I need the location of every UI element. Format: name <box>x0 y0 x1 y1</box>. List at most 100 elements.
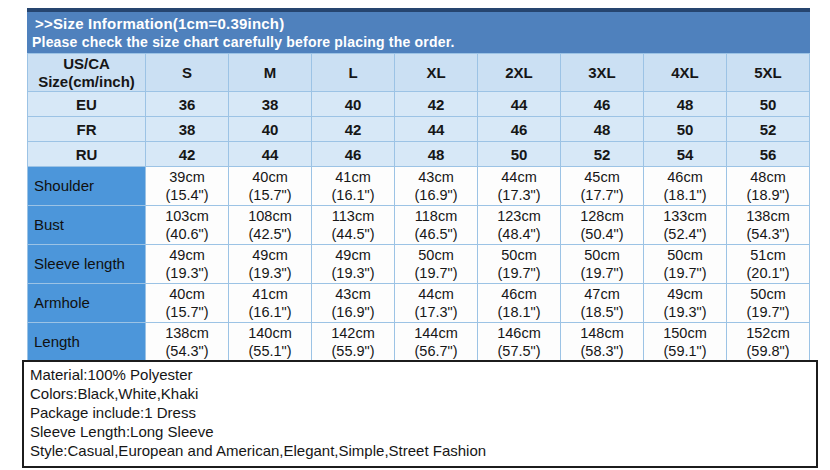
measurement-value-cell: 138cm(54.3") <box>727 206 810 245</box>
value-inch: (58.3") <box>561 342 643 360</box>
region-row-ru: RU4244464850525456 <box>28 142 810 167</box>
value-cm: 128cm <box>561 207 643 225</box>
measurement-value-cell: 49cm(19.3") <box>229 245 312 284</box>
measurement-label-cell: Armhole <box>28 284 146 323</box>
measurement-value-cell: 47cm(18.5") <box>561 284 644 323</box>
measurement-value-cell: 50cm(19.7") <box>727 284 810 323</box>
value-inch: (17.3") <box>478 186 560 204</box>
value-cm: 44cm <box>395 285 477 303</box>
corner-label-line2: Size(cm/inch) <box>28 73 145 90</box>
measurement-value-cell: 50cm(19.7") <box>395 245 478 284</box>
region-value-cell: 50 <box>644 117 727 142</box>
value-cm: 44cm <box>478 168 560 186</box>
value-inch: (16.1") <box>312 186 394 204</box>
value-cm: 46cm <box>478 285 560 303</box>
product-info-line: Style:Casual,European and American,Elega… <box>30 441 810 460</box>
banner-title: >>Size Information(1cm=0.39inch) <box>27 12 810 32</box>
value-cm: 46cm <box>644 168 726 186</box>
measurement-value-cell: 50cm(19.7") <box>561 245 644 284</box>
product-info-line: Sleeve Length:Long Sleeve <box>30 422 810 441</box>
value-cm: 51cm <box>727 246 809 264</box>
value-inch: (15.7") <box>229 186 311 204</box>
measurement-value-cell: 39cm(15.4") <box>146 167 229 206</box>
value-inch: (19.3") <box>312 264 394 282</box>
region-row-eu: EU3638404244464850 <box>28 92 810 117</box>
measurement-value-cell: 50cm(19.7") <box>644 245 727 284</box>
measurement-value-cell: 148cm(58.3") <box>561 323 644 363</box>
banner-subtitle: Please check the size chart carefully be… <box>27 32 810 50</box>
measurement-value-cell: 138cm(54.3") <box>146 323 229 363</box>
region-value-cell: 46 <box>312 142 395 167</box>
value-cm: 152cm <box>727 324 809 342</box>
value-cm: 142cm <box>312 324 394 342</box>
value-inch: (18.9") <box>727 186 809 204</box>
value-inch: (20.1") <box>727 264 809 282</box>
measurement-row-sleeve-length: Sleeve length49cm(19.3")49cm(19.3")49cm(… <box>28 245 810 284</box>
value-cm: 41cm <box>312 168 394 186</box>
value-cm: 40cm <box>229 168 311 186</box>
value-cm: 40cm <box>146 285 228 303</box>
measurement-value-cell: 128cm(50.4") <box>561 206 644 245</box>
value-inch: (54.3") <box>146 342 228 360</box>
value-inch: (19.3") <box>229 264 311 282</box>
product-info-line: Package include:1 Dress <box>30 403 810 422</box>
region-value-cell: 56 <box>727 142 810 167</box>
value-inch: (17.3") <box>395 303 477 321</box>
region-label-cell: RU <box>28 142 146 167</box>
value-cm: 108cm <box>229 207 311 225</box>
region-value-cell: 50 <box>727 92 810 117</box>
value-cm: 133cm <box>644 207 726 225</box>
size-chart-table: US/CASize(cm/inch)SMLXL2XL3XL4XL5XLEU363… <box>27 53 810 363</box>
value-cm: 47cm <box>561 285 643 303</box>
measurement-row-armhole: Armhole40cm(15.7")41cm(16.1")43cm(16.9")… <box>28 284 810 323</box>
value-inch: (15.4") <box>146 186 228 204</box>
value-inch: (44.5") <box>312 225 394 243</box>
value-cm: 39cm <box>146 168 228 186</box>
value-inch: (19.3") <box>644 303 726 321</box>
value-inch: (16.9") <box>312 303 394 321</box>
corner-header-cell: US/CASize(cm/inch) <box>28 54 146 92</box>
value-inch: (19.7") <box>395 264 477 282</box>
measurement-row-shoulder: Shoulder39cm(15.4")40cm(15.7")41cm(16.1"… <box>28 167 810 206</box>
value-cm: 138cm <box>146 324 228 342</box>
value-cm: 146cm <box>478 324 560 342</box>
region-value-cell: 46 <box>478 117 561 142</box>
measurement-value-cell: 40cm(15.7") <box>146 284 229 323</box>
value-cm: 49cm <box>644 285 726 303</box>
measurement-row-bust: Bust103cm(40.6")108cm(42.5")113cm(44.5")… <box>28 206 810 245</box>
measurement-value-cell: 46cm(18.1") <box>478 284 561 323</box>
size-header-cell: M <box>229 54 312 92</box>
value-cm: 103cm <box>146 207 228 225</box>
region-value-cell: 42 <box>146 142 229 167</box>
region-label-cell: FR <box>28 117 146 142</box>
value-cm: 49cm <box>312 246 394 264</box>
size-header-cell: 3XL <box>561 54 644 92</box>
value-cm: 50cm <box>644 246 726 264</box>
region-value-cell: 48 <box>561 117 644 142</box>
size-header-cell: 5XL <box>727 54 810 92</box>
measurement-value-cell: 41cm(16.1") <box>229 284 312 323</box>
value-cm: 50cm <box>395 246 477 264</box>
measurement-value-cell: 123cm(48.4") <box>478 206 561 245</box>
value-inch: (52.4") <box>644 225 726 243</box>
size-header-cell: 2XL <box>478 54 561 92</box>
product-info-box: Material:100% PolyesterColors:Black,Whit… <box>22 360 818 468</box>
value-cm: 41cm <box>229 285 311 303</box>
measurement-value-cell: 40cm(15.7") <box>229 167 312 206</box>
value-inch: (16.1") <box>229 303 311 321</box>
value-inch: (42.5") <box>229 225 311 243</box>
value-cm: 123cm <box>478 207 560 225</box>
value-cm: 50cm <box>561 246 643 264</box>
measurement-row-length: Length138cm(54.3")140cm(55.1")142cm(55.9… <box>28 323 810 363</box>
measurement-value-cell: 133cm(52.4") <box>644 206 727 245</box>
region-value-cell: 52 <box>727 117 810 142</box>
measurement-label-cell: Sleeve length <box>28 245 146 284</box>
measurement-value-cell: 46cm(18.1") <box>644 167 727 206</box>
region-value-cell: 48 <box>395 142 478 167</box>
measurement-value-cell: 49cm(19.3") <box>312 245 395 284</box>
size-header-cell: 4XL <box>644 54 727 92</box>
value-inch: (15.7") <box>146 303 228 321</box>
region-value-cell: 52 <box>561 142 644 167</box>
size-header-row: US/CASize(cm/inch)SMLXL2XL3XL4XL5XL <box>28 54 810 92</box>
value-inch: (19.7") <box>478 264 560 282</box>
